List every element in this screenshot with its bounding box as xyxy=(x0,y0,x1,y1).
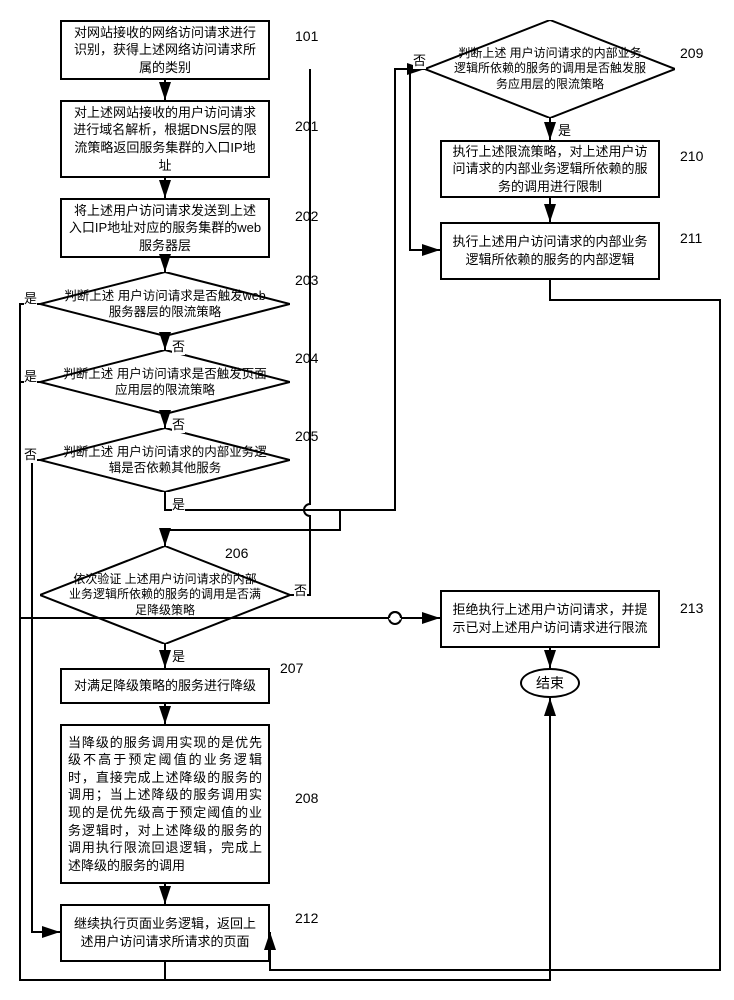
num-101: 101 xyxy=(295,28,318,44)
node-101: 对网站接收的网络访问请求进行识别，获得上述网络访问请求所属的类别 xyxy=(60,20,270,80)
num-203: 203 xyxy=(295,272,318,288)
node-208-text: 当降级的服务调用实现的是优先级不高于预定阈值的业务逻辑时，直接完成上述降级的服务… xyxy=(68,734,262,874)
diamond-206-text: 依次验证 上述用户访问请求的内部业务逻辑所依赖的服务的调用是否满足降级策略 xyxy=(40,546,290,644)
label-209-yes: 是 xyxy=(558,120,571,139)
node-201-text: 对上述网站接收的用户访问请求进行域名解析，根据DNS层的限流策略返回服务集群的入… xyxy=(68,104,262,174)
node-210: 执行上述限流策略，对上述用户访问请求的内部业务逻辑所依赖的服务的调用进行限制 xyxy=(440,140,660,198)
node-201: 对上述网站接收的用户访问请求进行域名解析，根据DNS层的限流策略返回服务集群的入… xyxy=(60,100,270,178)
diamond-205-text: 判断上述 用户访问请求的内部业务逻辑是否依赖其他服务 xyxy=(40,428,290,492)
diamond-209: 判断上述 用户访问请求的内部业务逻辑所依赖的服务的调用是否触发服务应用层的限流策… xyxy=(425,20,675,118)
num-205: 205 xyxy=(295,428,318,444)
num-208: 208 xyxy=(295,790,318,806)
node-207: 对满足降级策略的服务进行降级 xyxy=(60,668,270,704)
num-202: 202 xyxy=(295,208,318,224)
diamond-203: 判断上述 用户访问请求是否触发web服务器层的限流策略 xyxy=(40,272,290,336)
end-text: 结束 xyxy=(536,673,564,693)
node-212-text: 继续执行页面业务逻辑，返回上述用户访问请求所请求的页面 xyxy=(68,915,262,950)
node-202: 将上述用户访问请求发送到上述入口IP地址对应的服务集群的web服务器层 xyxy=(60,198,270,258)
diamond-204-text: 判断上述 用户访问请求是否触发页面应用层的限流策略 xyxy=(40,350,290,414)
label-203-yes: 是 xyxy=(24,288,37,307)
num-210: 210 xyxy=(680,148,703,164)
node-207-text: 对满足降级策略的服务进行降级 xyxy=(74,677,256,695)
node-211: 执行上述用户访问请求的内部业务逻辑所依赖的服务的内部逻辑 xyxy=(440,222,660,280)
node-212: 继续执行页面业务逻辑，返回上述用户访问请求所请求的页面 xyxy=(60,904,270,962)
label-206-no: 否 xyxy=(294,580,307,599)
num-207: 207 xyxy=(280,660,303,676)
label-204-no: 否 xyxy=(172,414,185,433)
end-node: 结束 xyxy=(520,668,580,698)
node-213: 拒绝执行上述用户访问请求，并提示已对上述用户访问请求进行限流 xyxy=(440,590,660,648)
node-208: 当降级的服务调用实现的是优先级不高于预定阈值的业务逻辑时，直接完成上述降级的服务… xyxy=(60,724,270,884)
num-212: 212 xyxy=(295,910,318,926)
node-211-text: 执行上述用户访问请求的内部业务逻辑所依赖的服务的内部逻辑 xyxy=(448,233,652,268)
diamond-209-text: 判断上述 用户访问请求的内部业务逻辑所依赖的服务的调用是否触发服务应用层的限流策… xyxy=(425,20,675,118)
node-202-text: 将上述用户访问请求发送到上述入口IP地址对应的服务集群的web服务器层 xyxy=(68,202,262,255)
diamond-203-text: 判断上述 用户访问请求是否触发web服务器层的限流策略 xyxy=(40,272,290,336)
node-101-text: 对网站接收的网络访问请求进行识别，获得上述网络访问请求所属的类别 xyxy=(68,24,262,77)
diamond-205: 判断上述 用户访问请求的内部业务逻辑是否依赖其他服务 xyxy=(40,428,290,492)
node-213-text: 拒绝执行上述用户访问请求，并提示已对上述用户访问请求进行限流 xyxy=(448,601,652,636)
num-209: 209 xyxy=(680,45,703,61)
num-213: 213 xyxy=(680,600,703,616)
num-206: 206 xyxy=(225,545,248,561)
label-206-yes: 是 xyxy=(172,646,185,665)
label-204-yes: 是 xyxy=(24,366,37,385)
diamond-204: 判断上述 用户访问请求是否触发页面应用层的限流策略 xyxy=(40,350,290,414)
label-205-yes: 是 xyxy=(172,494,185,513)
label-205-no: 否 xyxy=(24,444,37,463)
num-201: 201 xyxy=(295,118,318,134)
label-203-no: 否 xyxy=(172,336,185,355)
node-210-text: 执行上述限流策略，对上述用户访问请求的内部业务逻辑所依赖的服务的调用进行限制 xyxy=(448,143,652,196)
num-211: 211 xyxy=(680,230,702,246)
diamond-206: 依次验证 上述用户访问请求的内部业务逻辑所依赖的服务的调用是否满足降级策略 xyxy=(40,546,290,644)
label-209-no: 否 xyxy=(413,50,426,69)
num-204: 204 xyxy=(295,350,318,366)
